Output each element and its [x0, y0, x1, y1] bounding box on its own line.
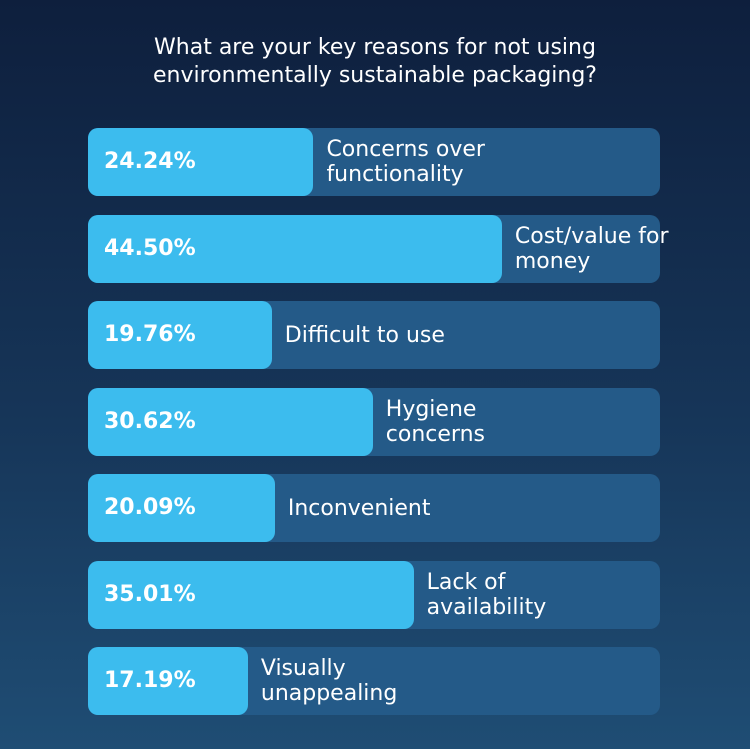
- category-label: Difficult to use: [284, 322, 445, 348]
- category-label: Visually unappealing: [260, 656, 398, 706]
- bar: [88, 301, 272, 369]
- bar: [88, 128, 314, 196]
- value-label: 24.24%: [104, 149, 196, 174]
- value-label: 30.62%: [104, 408, 196, 434]
- category-label: Inconvenient: [287, 495, 431, 521]
- bar: [88, 474, 275, 542]
- value-label: 20.09%: [104, 495, 196, 520]
- bar: [88, 387, 373, 456]
- value-label: 17.19%: [104, 668, 196, 693]
- value-label: 44.50%: [104, 235, 196, 261]
- bar: [88, 560, 414, 629]
- category-label: Cost/value for money: [514, 223, 669, 274]
- bar: [88, 647, 248, 715]
- value-label: 19.76%: [104, 322, 196, 347]
- value-label: 35.01%: [104, 581, 196, 607]
- chart-title: What are your key reasons for not using …: [153, 35, 597, 88]
- category-label: Concerns over functionality: [326, 137, 485, 187]
- bar: [88, 214, 502, 283]
- category-label: Hygiene concerns: [385, 396, 485, 447]
- category-label: Lack of availability: [426, 569, 547, 620]
